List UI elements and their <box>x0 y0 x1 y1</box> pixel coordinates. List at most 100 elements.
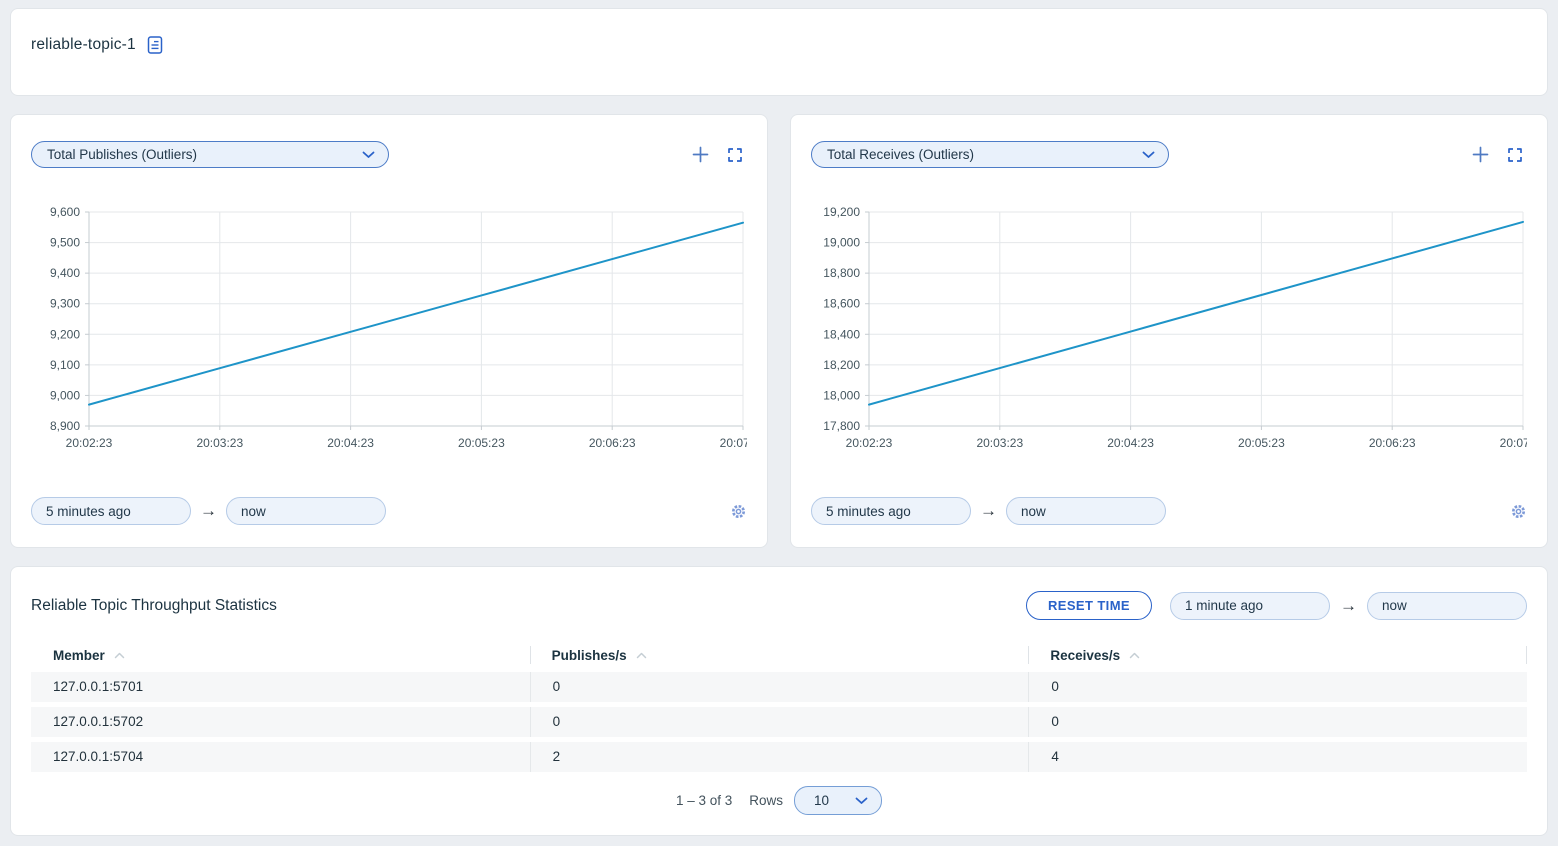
svg-text:9,400: 9,400 <box>50 266 80 280</box>
svg-text:9,300: 9,300 <box>50 297 80 311</box>
throughput-stats-card: Reliable Topic Throughput Statistics RES… <box>10 566 1548 836</box>
stats-title: Reliable Topic Throughput Statistics <box>31 596 277 614</box>
svg-text:9,100: 9,100 <box>50 358 80 372</box>
add-chart-button[interactable] <box>692 146 709 163</box>
svg-text:9,500: 9,500 <box>50 236 80 250</box>
svg-text:20:05:23: 20:05:23 <box>1238 436 1285 450</box>
svg-text:19,000: 19,000 <box>823 236 860 250</box>
metric-select-value: Total Receives (Outliers) <box>827 147 975 162</box>
time-from-input[interactable]: 5 minutes ago <box>811 497 971 525</box>
stats-time-to-input[interactable]: now <box>1367 591 1527 620</box>
sort-caret-up-icon <box>636 652 646 658</box>
svg-text:20:06:23: 20:06:23 <box>1369 436 1416 450</box>
svg-text:20:04:23: 20:04:23 <box>327 436 374 450</box>
table-cell: 0 <box>529 672 1029 702</box>
column-header-publishes[interactable]: Publishes/s <box>530 638 1029 672</box>
svg-text:18,000: 18,000 <box>823 388 860 402</box>
sort-caret-up-icon <box>114 652 125 658</box>
time-to-input[interactable]: now <box>226 497 386 525</box>
chevron-down-icon <box>362 151 375 159</box>
pagination: 1 – 3 of 3 Rows 10 <box>31 786 1527 815</box>
column-header-member[interactable]: Member <box>31 638 530 672</box>
svg-text:20:02:23: 20:02:23 <box>846 436 893 450</box>
table-cell: 127.0.0.1:5704 <box>53 749 144 764</box>
svg-text:20:07:23: 20:07:23 <box>720 436 747 450</box>
fullscreen-button[interactable] <box>727 147 743 163</box>
line-chart-svg: 8,900 9,000 9,100 9,200 9,300 9,400 9,500 9,600… <box>50 205 767 450</box>
table-row[interactable]: 127.0.0.1:5704 2 4 <box>31 742 1527 772</box>
svg-text:20:04:23: 20:04:23 <box>1107 436 1154 450</box>
sort-caret-up-icon <box>1129 652 1140 658</box>
metric-select-value: Total Publishes (Outliers) <box>47 147 198 162</box>
svg-text:18,600: 18,600 <box>823 297 860 311</box>
table-header-row: Member Publishes/s Receives/s <box>31 638 1527 672</box>
svg-text:8,900: 8,900 <box>50 419 80 433</box>
time-from-input[interactable]: 5 minutes ago <box>31 497 191 525</box>
chart-card-publishes: Total Publishes (Outliers) 8,900 9,000 9,1… <box>10 114 768 548</box>
publishes-line-chart: 8,900 9,000 9,100 9,200 9,300 9,400 9,500 9,600… <box>31 204 767 465</box>
time-to-input[interactable]: now <box>1006 497 1166 525</box>
svg-text:20:06:23: 20:06:23 <box>589 436 636 450</box>
svg-text:20:05:23: 20:05:23 <box>458 436 505 450</box>
table-cell: 127.0.0.1:5702 <box>53 714 144 729</box>
rows-per-page-label: Rows <box>749 793 784 808</box>
column-label: Member <box>53 647 105 663</box>
table-row[interactable]: 127.0.0.1:5702 0 0 <box>31 707 1527 737</box>
svg-text:9,600: 9,600 <box>50 205 80 219</box>
chart-actions <box>1472 146 1527 163</box>
stats-time-from-input[interactable]: 1 minute ago <box>1170 591 1330 620</box>
stats-time-controls: RESET TIME 1 minute ago → now <box>1025 591 1527 620</box>
page-header: reliable-topic-1 <box>10 8 1548 96</box>
column-label: Publishes/s <box>551 647 627 663</box>
svg-text:20:03:23: 20:03:23 <box>976 436 1023 450</box>
charts-row: Total Publishes (Outliers) 8,900 9,000 9,1… <box>10 114 1548 548</box>
table-row[interactable]: 127.0.0.1:5701 0 0 <box>31 672 1527 702</box>
page-title: reliable-topic-1 <box>31 36 136 53</box>
arrow-right-icon: → <box>980 501 997 520</box>
chart-actions <box>692 146 747 163</box>
add-chart-button[interactable] <box>1472 146 1489 163</box>
svg-text:18,400: 18,400 <box>823 327 860 341</box>
chart-header: Total Publishes (Outliers) <box>31 141 747 168</box>
document-icon[interactable] <box>146 35 164 55</box>
fullscreen-button[interactable] <box>1507 147 1523 163</box>
chart-time-range: 5 minutes ago → now <box>31 497 747 525</box>
table-cell: 4 <box>1028 742 1527 772</box>
rows-per-page-value: 10 <box>814 793 830 808</box>
chart-card-receives: Total Receives (Outliers) 17,800 18,000 18… <box>790 114 1548 548</box>
metric-select[interactable]: Total Receives (Outliers) <box>811 141 1169 168</box>
settings-gear-button[interactable] <box>730 503 747 520</box>
stats-header: Reliable Topic Throughput Statistics RES… <box>31 591 1527 620</box>
stats-table: Member Publishes/s Receives/s 127.0.0.1:… <box>31 638 1527 772</box>
metric-select[interactable]: Total Publishes (Outliers) <box>31 141 389 168</box>
arrow-right-icon: → <box>1340 595 1357 615</box>
rows-per-page-select[interactable]: 10 <box>794 786 883 815</box>
svg-text:20:03:23: 20:03:23 <box>196 436 243 450</box>
pagination-range: 1 – 3 of 3 <box>675 793 733 808</box>
svg-text:17,800: 17,800 <box>823 419 860 433</box>
table-cell: 0 <box>1028 672 1527 702</box>
svg-text:19,200: 19,200 <box>823 205 860 219</box>
chart-time-range: 5 minutes ago → now <box>811 497 1527 525</box>
chevron-down-icon <box>1142 151 1155 159</box>
arrow-right-icon: → <box>200 501 217 520</box>
settings-gear-button[interactable] <box>1510 503 1527 520</box>
table-cell: 2 <box>529 742 1029 772</box>
table-body: 127.0.0.1:5701 0 0 127.0.0.1:5702 0 0 127.0.0.… <box>31 672 1527 772</box>
column-label: Receives/s <box>1050 647 1121 663</box>
svg-text:20:02:23: 20:02:23 <box>66 436 113 450</box>
line-chart-svg: 17,800 18,000 18,200 18,400 18,600 18,800 19,0… <box>823 205 1546 450</box>
svg-text:9,200: 9,200 <box>50 327 80 341</box>
table-cell: 127.0.0.1:5701 <box>53 679 144 694</box>
column-header-receives[interactable]: Receives/s <box>1028 638 1527 672</box>
receives-line-chart: 17,800 18,000 18,200 18,400 18,600 18,800 19,0… <box>811 204 1546 465</box>
reset-time-button[interactable]: RESET TIME <box>1025 591 1152 620</box>
svg-text:18,200: 18,200 <box>823 358 860 372</box>
table-cell: 0 <box>1028 707 1527 737</box>
chart-header: Total Receives (Outliers) <box>811 141 1527 168</box>
svg-text:18,800: 18,800 <box>823 266 860 280</box>
svg-text:20:07:23: 20:07:23 <box>1500 436 1527 450</box>
chevron-down-icon <box>855 797 868 805</box>
svg-text:9,000: 9,000 <box>50 388 80 402</box>
table-cell: 0 <box>529 707 1029 737</box>
